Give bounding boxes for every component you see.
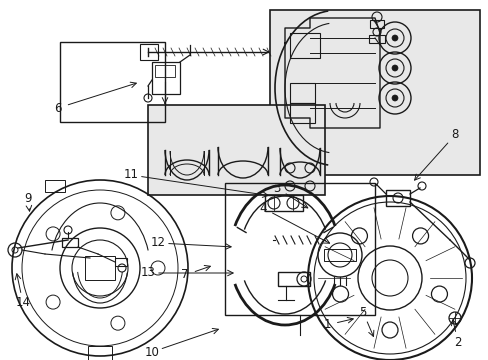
Bar [62, 238, 78, 247]
Bar [369, 20, 383, 28]
Bar [85, 256, 115, 280]
Text: 7: 7 [181, 269, 188, 282]
Bar [45, 180, 65, 192]
Bar [278, 272, 309, 286]
Bar [88, 346, 112, 360]
Bar [385, 190, 409, 206]
Text: 11: 11 [123, 168, 138, 181]
Bar [115, 258, 127, 266]
Text: 3: 3 [273, 181, 280, 194]
Text: 14: 14 [16, 297, 30, 310]
Bar [269, 10, 479, 175]
Circle shape [391, 65, 397, 71]
Text: 12: 12 [150, 237, 165, 249]
Text: 1: 1 [323, 319, 330, 332]
Bar [289, 103, 314, 123]
Bar [148, 105, 325, 195]
Bar [152, 62, 180, 94]
Bar [60, 42, 164, 122]
Circle shape [391, 35, 397, 41]
Bar [155, 65, 175, 77]
Circle shape [391, 95, 397, 101]
Bar [140, 44, 158, 60]
Text: 13: 13 [140, 266, 155, 279]
Text: 8: 8 [450, 129, 458, 141]
Text: 6: 6 [54, 102, 61, 114]
Text: 9: 9 [24, 192, 32, 204]
Text: 4: 4 [259, 202, 266, 215]
Text: 10: 10 [144, 346, 159, 359]
Text: 5: 5 [359, 306, 366, 319]
Bar [264, 195, 303, 211]
Bar [289, 33, 319, 58]
Bar [224, 183, 374, 315]
Bar [324, 249, 355, 261]
Bar [368, 35, 384, 43]
Text: 2: 2 [453, 336, 461, 348]
Bar [289, 83, 314, 103]
